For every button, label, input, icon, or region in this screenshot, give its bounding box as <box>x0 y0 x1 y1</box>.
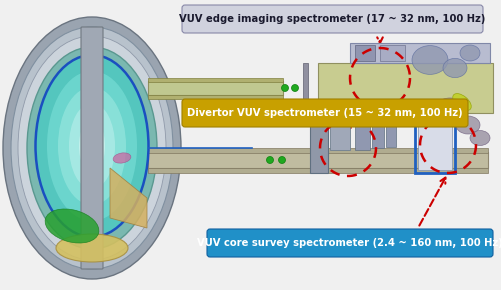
FancyBboxPatch shape <box>148 148 488 153</box>
Text: Divertor VUV spectrometer (15 ~ 32 nm, 100 Hz): Divertor VUV spectrometer (15 ~ 32 nm, 1… <box>187 108 463 118</box>
Ellipse shape <box>47 71 137 221</box>
FancyBboxPatch shape <box>182 99 468 127</box>
FancyBboxPatch shape <box>330 122 350 150</box>
Ellipse shape <box>456 116 480 134</box>
Ellipse shape <box>69 103 115 189</box>
Ellipse shape <box>56 234 128 262</box>
Ellipse shape <box>36 56 148 236</box>
Circle shape <box>267 157 274 164</box>
FancyBboxPatch shape <box>81 27 103 269</box>
FancyBboxPatch shape <box>182 5 483 33</box>
Ellipse shape <box>18 36 166 260</box>
FancyBboxPatch shape <box>148 78 283 82</box>
Text: VUV edge imaging spectrometer (17 ~ 32 nm, 100 Hz): VUV edge imaging spectrometer (17 ~ 32 n… <box>179 14 485 24</box>
Ellipse shape <box>460 45 480 61</box>
Circle shape <box>282 84 289 92</box>
Ellipse shape <box>45 209 99 243</box>
Ellipse shape <box>27 47 157 249</box>
FancyBboxPatch shape <box>148 168 488 173</box>
Ellipse shape <box>434 98 466 122</box>
Text: VUV core survey spectrometer (2.4 ~ 160 nm, 100 Hz): VUV core survey spectrometer (2.4 ~ 160 … <box>197 238 501 248</box>
FancyBboxPatch shape <box>386 125 396 147</box>
FancyBboxPatch shape <box>355 120 370 150</box>
Ellipse shape <box>58 87 126 205</box>
Ellipse shape <box>79 119 105 173</box>
FancyBboxPatch shape <box>318 63 493 113</box>
Ellipse shape <box>470 130 490 146</box>
Ellipse shape <box>453 94 471 110</box>
FancyBboxPatch shape <box>303 63 308 113</box>
FancyBboxPatch shape <box>372 122 384 148</box>
FancyBboxPatch shape <box>310 118 328 173</box>
FancyBboxPatch shape <box>418 108 452 170</box>
Ellipse shape <box>443 58 467 78</box>
Ellipse shape <box>412 46 448 75</box>
FancyBboxPatch shape <box>148 81 283 95</box>
FancyBboxPatch shape <box>380 45 405 61</box>
FancyBboxPatch shape <box>355 45 375 61</box>
Polygon shape <box>110 168 147 228</box>
FancyBboxPatch shape <box>148 152 488 168</box>
Circle shape <box>279 157 286 164</box>
Ellipse shape <box>11 27 173 269</box>
FancyBboxPatch shape <box>350 43 490 63</box>
Ellipse shape <box>3 17 181 279</box>
Circle shape <box>292 84 299 92</box>
FancyBboxPatch shape <box>207 229 493 257</box>
FancyBboxPatch shape <box>148 95 283 99</box>
Ellipse shape <box>113 153 131 163</box>
